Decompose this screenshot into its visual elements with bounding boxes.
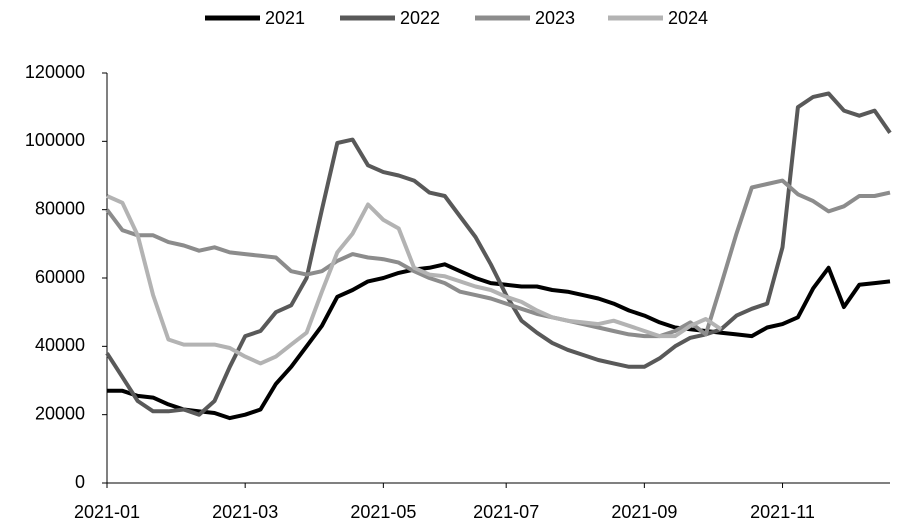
x-tick-label: 2021-01: [74, 502, 140, 522]
x-tick-label: 2021-11: [750, 502, 815, 522]
x-tick-label: 2021-09: [611, 502, 677, 522]
legend-label: 2022: [400, 8, 440, 28]
legend-label: 2021: [265, 8, 305, 28]
x-tick-label: 2021-07: [473, 502, 539, 522]
x-tick-label: 2021-03: [212, 502, 278, 522]
x-tick-label: 2021-05: [350, 502, 416, 522]
y-tick-label: 20000: [35, 403, 85, 423]
series-line: [105, 91, 892, 417]
y-tick-label: 120000: [25, 62, 85, 82]
y-tick-label: 0: [75, 472, 85, 492]
series-line: [106, 194, 723, 366]
legend-label: 2024: [668, 8, 708, 28]
legend-label: 2023: [535, 8, 575, 28]
series-line: [105, 178, 891, 339]
y-tick-label: 80000: [35, 198, 85, 218]
y-tick-label: 100000: [25, 130, 85, 150]
y-tick-label: 40000: [35, 335, 85, 355]
y-tick-label: 60000: [35, 267, 85, 287]
